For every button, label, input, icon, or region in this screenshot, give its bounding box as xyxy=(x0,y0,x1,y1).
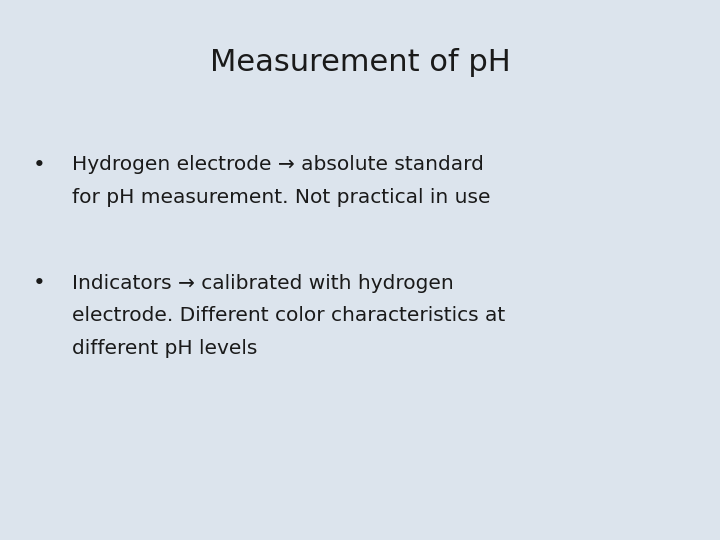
Text: •: • xyxy=(33,154,46,175)
Text: electrode. Different color characteristics at: electrode. Different color characteristi… xyxy=(72,306,505,326)
Text: Hydrogen electrode → absolute standard: Hydrogen electrode → absolute standard xyxy=(72,155,484,174)
Text: different pH levels: different pH levels xyxy=(72,339,257,358)
Text: •: • xyxy=(33,273,46,294)
Text: Measurement of pH: Measurement of pH xyxy=(210,48,510,77)
Text: for pH measurement. Not practical in use: for pH measurement. Not practical in use xyxy=(72,187,490,207)
Text: Indicators → calibrated with hydrogen: Indicators → calibrated with hydrogen xyxy=(72,274,454,293)
